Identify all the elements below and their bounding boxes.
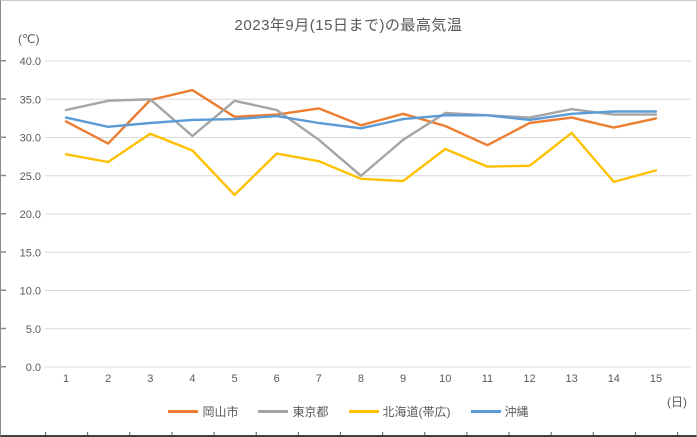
x-axis-label: 14 bbox=[608, 373, 620, 385]
left-edge-tick bbox=[1, 251, 6, 253]
left-edge-tick bbox=[1, 327, 6, 330]
x-axis-label: 11 bbox=[482, 373, 493, 385]
y-axis-label: 5.0 bbox=[26, 324, 41, 336]
bottom-edge-tick bbox=[634, 432, 636, 435]
y-axis-label: 35.0 bbox=[20, 94, 41, 106]
x-axis-label: 15 bbox=[650, 373, 662, 385]
bottom-edge-tick bbox=[677, 432, 679, 435]
x-axis-label: 3 bbox=[147, 373, 153, 385]
left-edge-tick bbox=[1, 289, 6, 291]
legend-item: 岡山市 bbox=[168, 403, 238, 420]
legend-item: 北海道(帯広) bbox=[348, 403, 451, 420]
bottom-edge-tick bbox=[508, 432, 510, 435]
x-axis-label: 1 bbox=[63, 373, 69, 385]
y-axis-label: 20.0 bbox=[20, 209, 41, 221]
legend: 岡山市 東京都 北海道(帯広) 沖縄 bbox=[1, 403, 696, 420]
bottom-edge-tick bbox=[424, 432, 426, 435]
x-axis-unit-label: (日) bbox=[667, 395, 687, 409]
y-axis-label: 30.0 bbox=[20, 133, 41, 145]
left-edge-tick bbox=[1, 174, 6, 177]
x-axis-label: 9 bbox=[400, 373, 406, 385]
x-axis-label: 13 bbox=[566, 373, 578, 385]
left-edge-tick bbox=[1, 366, 6, 368]
bottom-edge-tick bbox=[45, 432, 46, 435]
bottom-edge-tick bbox=[297, 432, 299, 435]
bottom-edge-tick bbox=[550, 432, 552, 435]
bottom-edge-tick bbox=[382, 432, 384, 435]
left-edge-tick bbox=[1, 98, 6, 100]
legend-label: 沖縄 bbox=[504, 405, 529, 419]
series-line-北海道(帯広) bbox=[64, 131, 658, 197]
bottom-edge-tick bbox=[213, 432, 215, 435]
bottom-edge-tick bbox=[592, 432, 594, 435]
x-axis-label: 10 bbox=[439, 373, 451, 385]
left-edge-tick bbox=[1, 213, 6, 215]
legend-line-swatch bbox=[470, 410, 501, 413]
x-axis-label: 7 bbox=[316, 373, 322, 385]
legend-label: 北海道(帯広) bbox=[382, 405, 451, 419]
x-axis-label: 2 bbox=[105, 373, 111, 385]
series-line-岡山市 bbox=[64, 88, 658, 147]
y-axis-label: 15.0 bbox=[20, 247, 41, 259]
x-axis-label: 12 bbox=[523, 373, 535, 385]
bottom-edge-tick bbox=[171, 432, 173, 435]
left-edge-tick bbox=[1, 136, 6, 138]
x-axis-label: 8 bbox=[358, 373, 364, 385]
y-axis-unit-label: (℃) bbox=[18, 32, 40, 46]
bottom-edge-tick bbox=[87, 432, 89, 435]
y-axis-label: 40.0 bbox=[20, 56, 41, 68]
legend-label: 岡山市 bbox=[202, 405, 239, 419]
x-axis-label: 6 bbox=[274, 373, 280, 385]
y-axis-label: 25.0 bbox=[20, 171, 41, 183]
chart-title: 2023年9月(15日まで)の最高気温 bbox=[234, 17, 463, 34]
left-edge-tick bbox=[1, 60, 6, 62]
x-axis-label: 4 bbox=[189, 373, 195, 385]
legend-line-swatch bbox=[348, 410, 379, 413]
legend-line-swatch bbox=[258, 410, 289, 413]
y-axis-label: 10.0 bbox=[20, 286, 41, 298]
legend-item: 沖縄 bbox=[470, 403, 529, 420]
bottom-edge-tick bbox=[255, 432, 257, 435]
series-line-沖縄 bbox=[64, 110, 658, 130]
series-line-東京都 bbox=[64, 98, 658, 178]
bottom-edge-tick bbox=[466, 432, 468, 435]
legend-line-swatch bbox=[168, 410, 199, 413]
bottom-edge-tick bbox=[339, 432, 341, 435]
legend-label: 東京都 bbox=[292, 405, 329, 419]
legend-item: 東京都 bbox=[258, 403, 329, 420]
bottom-edge-tick bbox=[129, 432, 131, 435]
x-axis-label: 5 bbox=[231, 373, 237, 385]
y-axis-label: 0.0 bbox=[26, 362, 41, 374]
